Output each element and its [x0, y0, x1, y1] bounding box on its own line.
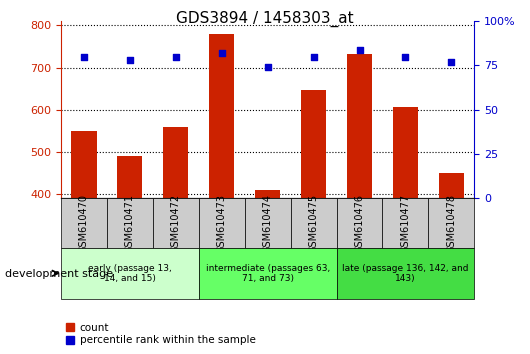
Bar	[337, 248, 474, 299]
Bar	[393, 107, 418, 198]
Bar	[199, 198, 245, 248]
Text: GSM610473: GSM610473	[217, 194, 227, 252]
Text: GSM610478: GSM610478	[446, 194, 456, 252]
Bar	[163, 127, 189, 198]
Point	[401, 54, 410, 59]
Bar	[245, 198, 290, 248]
Bar	[347, 54, 372, 198]
Bar	[209, 34, 234, 198]
Bar	[337, 198, 383, 248]
Text: GSM610470: GSM610470	[79, 194, 89, 252]
Bar	[428, 198, 474, 248]
Bar	[117, 156, 143, 198]
Point	[447, 59, 456, 65]
Text: development stage: development stage	[5, 269, 113, 279]
Bar	[439, 173, 464, 198]
Text: intermediate (passages 63,
71, and 73): intermediate (passages 63, 71, and 73)	[206, 264, 330, 283]
Text: GSM610474: GSM610474	[263, 194, 272, 252]
Bar	[153, 198, 199, 248]
Legend: count, percentile rank within the sample: count, percentile rank within the sample	[66, 322, 255, 345]
Text: GDS3894 / 1458303_at: GDS3894 / 1458303_at	[176, 11, 354, 27]
Text: GSM610477: GSM610477	[401, 193, 410, 253]
Point	[310, 54, 318, 59]
Text: late (passage 136, 142, and
143): late (passage 136, 142, and 143)	[342, 264, 469, 283]
Text: early (passage 13,
14, and 15): early (passage 13, 14, and 15)	[88, 264, 172, 283]
Bar	[301, 90, 326, 198]
Text: GSM610472: GSM610472	[171, 193, 181, 253]
Bar	[255, 190, 280, 198]
Bar	[71, 131, 96, 198]
Bar	[383, 198, 428, 248]
Point	[355, 47, 364, 52]
Text: GSM610476: GSM610476	[355, 194, 365, 252]
Bar	[290, 198, 337, 248]
Bar	[199, 248, 337, 299]
Point	[172, 54, 180, 59]
Text: GSM610471: GSM610471	[125, 194, 135, 252]
Point	[126, 57, 134, 63]
Bar	[61, 198, 107, 248]
Bar	[107, 198, 153, 248]
Point	[217, 50, 226, 56]
Bar	[61, 248, 199, 299]
Point	[263, 64, 272, 70]
Text: GSM610475: GSM610475	[308, 193, 319, 253]
Point	[80, 54, 88, 59]
